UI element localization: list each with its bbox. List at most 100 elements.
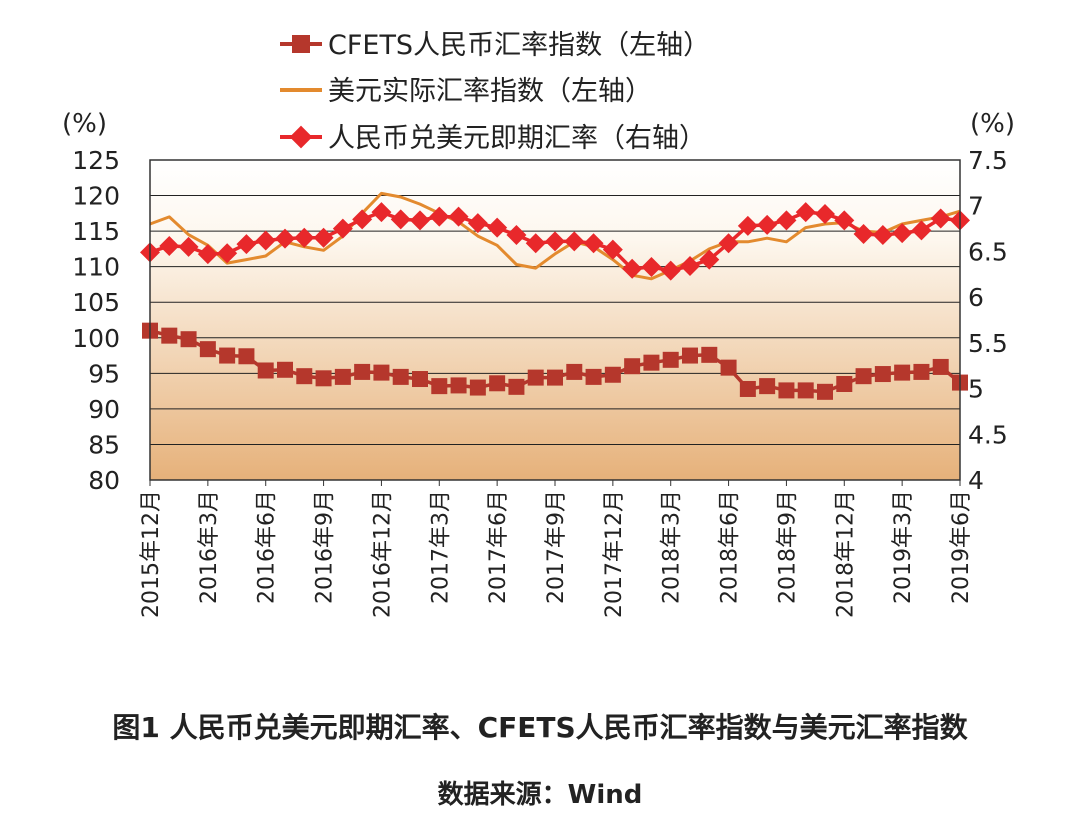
- cny-usd-spot-point: [737, 215, 758, 236]
- left-tick-label: 80: [88, 466, 120, 495]
- left-axis-unit: (%): [62, 109, 107, 139]
- left-tick-label: 90: [88, 395, 120, 424]
- x-tick-label: 2018年12月: [833, 490, 858, 618]
- cny-usd-spot-point: [853, 224, 874, 245]
- cfets-index-point: [624, 358, 641, 375]
- cfets-index-point: [759, 378, 776, 395]
- cfets-index-point: [913, 363, 930, 380]
- cfets-index-point: [257, 362, 274, 379]
- cny-usd-spot-point: [448, 206, 469, 227]
- cny-usd-spot-point: [872, 224, 893, 245]
- cny-usd-spot-point: [564, 231, 585, 252]
- cny-usd-spot-point: [718, 233, 739, 254]
- cny-usd-spot-point: [583, 233, 604, 254]
- legend-usd-label: 美元实际汇率指数（左轴）: [328, 76, 652, 107]
- cfets-index-point: [392, 368, 409, 385]
- x-tick-label: 2018年6月: [718, 490, 743, 604]
- cny-usd-spot-point: [467, 213, 488, 234]
- x-tick-label: 2017年6月: [486, 490, 511, 604]
- cfets-index-point: [161, 327, 178, 344]
- cfets-index-point: [354, 363, 371, 380]
- plot-background: [150, 160, 960, 480]
- right-tick-label: 6.5: [968, 237, 1008, 266]
- cfets-index-point: [315, 370, 332, 387]
- cny-usd-spot-point: [275, 228, 295, 249]
- right-tick-label: 5.5: [968, 329, 1008, 358]
- cfets-index-point: [373, 364, 390, 381]
- cfets-index-point: [739, 380, 756, 397]
- cny-usd-spot-point: [332, 218, 353, 239]
- cny-usd-spot-point: [622, 258, 643, 279]
- cny-usd-spot-point: [911, 220, 932, 241]
- cny-usd-spot-point: [236, 234, 257, 255]
- legend-item-spot-rate: 人民币兑美元即期汇率（右轴）: [280, 123, 706, 154]
- right-tick-label: 7: [968, 192, 984, 221]
- legend-cfets-marker: [292, 35, 310, 53]
- cny-usd-spot-point: [545, 231, 565, 252]
- cfets-index-point: [489, 375, 506, 392]
- left-tick-label: 110: [72, 253, 120, 282]
- legend-cfets-label: CFETS人民币汇率指数（左轴）: [328, 30, 710, 61]
- legend-spot-label: 人民币兑美元即期汇率（右轴）: [328, 123, 706, 154]
- cny-usd-spot-point: [680, 256, 700, 277]
- cfets-index-point: [547, 369, 563, 386]
- cfets-index-point: [817, 383, 833, 400]
- cfets-index-point: [604, 366, 621, 383]
- left-tick-label: 120: [72, 182, 120, 211]
- cfets-index-point: [778, 382, 795, 399]
- cny-usd-spot-point: [795, 202, 816, 223]
- right-tick-label: 4.5: [968, 420, 1008, 449]
- right-tick-label: 5: [968, 375, 984, 404]
- x-tick-label: 2015年12月: [139, 490, 164, 618]
- x-tick-label: 2017年12月: [602, 490, 627, 618]
- exchange-rate-chart: CFETS人民币汇率指数（左轴） 美元实际汇率指数（左轴） 人民币兑美元即期汇率…: [62, 30, 1015, 618]
- cfets-index-point: [643, 354, 660, 371]
- cny-usd-spot-point: [757, 214, 778, 235]
- legend-item-usd-index: 美元实际汇率指数（左轴）: [280, 76, 652, 107]
- cfets-index-point: [219, 347, 236, 364]
- plot-frame: [149, 159, 961, 481]
- cny-usd-spot-point: [178, 236, 199, 257]
- left-tick-label: 105: [72, 288, 120, 317]
- cny-usd-spot-point: [815, 203, 835, 224]
- cny-usd-spot-point: [217, 243, 238, 264]
- cfets-index-point: [180, 331, 197, 348]
- cfets-index-point: [527, 369, 544, 386]
- cny-usd-spot-point: [506, 224, 527, 245]
- cny-usd-spot-point: [390, 209, 411, 230]
- cny-usd-spot-point: [371, 202, 392, 223]
- cny-usd-spot-point: [892, 223, 913, 244]
- legend-spot-marker: [289, 125, 313, 149]
- data-source: 数据来源：Wind: [437, 780, 643, 810]
- cny-usd-spot-point: [641, 256, 662, 277]
- cny-usd-spot-point: [699, 249, 720, 270]
- cny-usd-spot-point: [834, 210, 855, 231]
- cny-usd-spot-point: [602, 239, 623, 260]
- cny-usd-spot-point: [487, 217, 508, 238]
- cny-usd-spot-point: [352, 209, 373, 230]
- legend: CFETS人民币汇率指数（左轴） 美元实际汇率指数（左轴） 人民币兑美元即期汇率…: [280, 30, 710, 154]
- cny-usd-spot-point: [294, 227, 315, 248]
- cny-usd-spot-point: [159, 235, 180, 256]
- figure-caption: 图1 人民币兑美元即期汇率、CFETS人民币汇率指数与美元汇率指数: [112, 711, 968, 744]
- cfets-index-point: [720, 359, 737, 376]
- cny-usd-spot-point: [776, 210, 797, 231]
- cfets-index-point: [855, 368, 872, 385]
- cfets-index-point: [682, 347, 698, 364]
- right-tick-label: 4: [968, 466, 984, 495]
- x-tick-label: 2016年6月: [255, 490, 280, 604]
- cfets-index-point: [277, 361, 293, 378]
- cfets-index-point: [701, 346, 718, 363]
- x-tick-label: 2018年9月: [775, 490, 800, 604]
- cfets-index-point: [431, 378, 448, 395]
- x-tick-label: 2018年3月: [660, 490, 685, 604]
- cfets-index-point: [585, 368, 602, 385]
- legend-item-cfets: CFETS人民币汇率指数（左轴）: [280, 30, 710, 61]
- cny-usd-spot-point: [197, 244, 218, 265]
- cny-usd-spot-point: [313, 227, 334, 248]
- x-axis-ticks: 2015年12月 2016年3月 2016年6月 2016年9月 2016年12月 201…: [139, 480, 974, 618]
- x-tick-label: 2019年6月: [949, 490, 974, 604]
- series-layer: [140, 191, 970, 400]
- right-axis-ticks: 7.5 7 6.5 6 5.5 5 4.5 4: [968, 146, 1008, 495]
- cfets-index-point: [199, 341, 216, 358]
